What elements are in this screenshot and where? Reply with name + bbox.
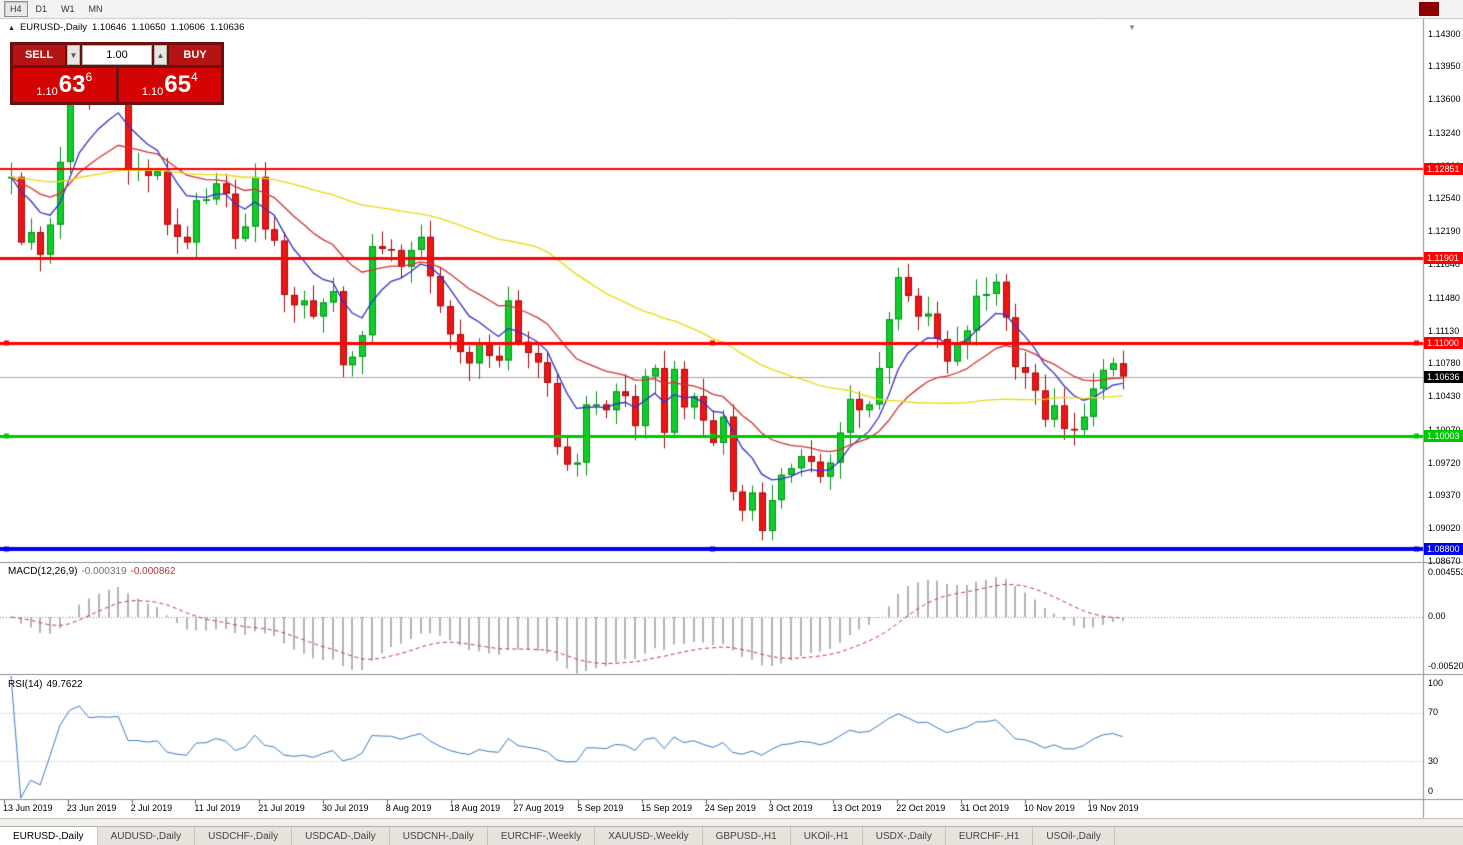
bottom-tab-eurusd-daily[interactable]: EURUSD-,Daily <box>0 827 98 845</box>
date-axis-label: 30 Jul 2019 <box>322 803 369 813</box>
bottom-tab-eurchf-h1[interactable]: EURCHF-,H1 <box>945 827 1034 845</box>
date-axis-label: 8 Aug 2019 <box>385 803 432 813</box>
price-axis-tick: 1.13950 <box>1428 61 1461 72</box>
date-axis-label: 11 Jul 2019 <box>194 803 241 813</box>
sell-button[interactable]: SELL <box>13 45 65 65</box>
chart-tab-bar: EURUSD-,Daily AUDUSD-,Daily USDCHF-,Daily U… <box>0 826 1463 845</box>
timeframe-button-h4[interactable]: H4 <box>4 1 28 17</box>
date-axis-label: 23 Jun 2019 <box>66 803 117 813</box>
date-axis-label: 10 Nov 2019 <box>1023 803 1075 813</box>
date-axis-label: 18 Aug 2019 <box>449 803 501 813</box>
chevron-up-icon: ▲ <box>156 50 165 60</box>
date-axis-label: 22 Oct 2019 <box>896 803 946 813</box>
macd-axis-top-label: 0.0045536 <box>1428 567 1463 577</box>
timeframe-button-mn[interactable]: MN <box>88 4 103 14</box>
price-axis-tick: 1.11480 <box>1428 292 1460 303</box>
price-axis-tick: 1.11130 <box>1428 325 1460 336</box>
bottom-tab-xauusd-weekly[interactable]: XAUUSD-,Weekly <box>595 827 703 845</box>
date-axis-label: 31 Oct 2019 <box>960 803 1010 813</box>
lot-increase-button[interactable]: ▲ <box>154 45 167 65</box>
one-click-trading-panel: SELL ▼ 1.00 ▲ BUY 1.10 63 6 1.10 65 4 <box>10 42 224 105</box>
ohlc-open: 1.10646 <box>91 22 127 33</box>
bottom-tab-ukoil-h1[interactable]: UKOil-,H1 <box>790 827 863 845</box>
date-axis-label: 5 Sep 2019 <box>577 803 624 813</box>
price-axis-tick: 1.12190 <box>1428 226 1461 237</box>
price-level-tag: 1.10003 <box>1424 430 1463 443</box>
chart-symbol-label: EURUSD-,Daily <box>19 22 87 33</box>
date-axis-label: 2 Jul 2019 <box>130 803 173 813</box>
bottom-tab-gbpusd-h1[interactable]: GBPUSD-,H1 <box>702 827 791 845</box>
rsi-axis-tick: 0 <box>1428 786 1434 796</box>
current-bid-price-tag: 1.10636 <box>1424 370 1463 383</box>
macd-value-main: -0.000319 <box>81 566 127 577</box>
date-axis-label: 3 Oct 2019 <box>768 803 813 813</box>
buy-button[interactable]: BUY <box>169 45 221 65</box>
date-axis-label: 27 Aug 2019 <box>513 803 564 813</box>
rsi-indicator-label: RSI(14) 49.7622 <box>8 679 87 690</box>
price-axis-tick: 1.14300 <box>1428 28 1461 39</box>
macd-axis-zero-label: 0.00 <box>1428 611 1446 621</box>
lot-size-input[interactable]: 1.00 <box>82 45 152 65</box>
date-axis-label: 13 Jun 2019 <box>3 803 53 813</box>
price-axis-tick: 1.09020 <box>1428 523 1461 534</box>
bid-price-pips: 63 <box>58 71 86 98</box>
ask-price-prefix: 1.10 <box>141 86 164 98</box>
price-axis-tick: 1.10780 <box>1428 358 1461 369</box>
bottom-tab-usoil-daily[interactable]: USOil-,Daily <box>1033 827 1115 845</box>
macd-indicator-label: MACD(12,26,9) -0.000319 -0.000862 <box>8 566 180 577</box>
macd-name: MACD(12,26,9) <box>8 566 78 577</box>
price-level-tag: 1.08800 <box>1424 542 1463 555</box>
bottom-tab-audusd-daily[interactable]: AUDUSD-,Daily <box>97 827 196 845</box>
bid-price-pipette: 6 <box>85 70 93 84</box>
price-axis-tick: 1.12540 <box>1428 193 1461 204</box>
price-axis-tick: 1.09370 <box>1428 490 1461 501</box>
macd-axis-bottom-label: -0.0052052 <box>1428 661 1463 671</box>
chart-shift-marker-icon: ▼ <box>1128 23 1136 32</box>
timeframe-toolbar: H4 D1 W1 MN <box>0 0 1463 18</box>
bottom-tab-eurchf-weekly[interactable]: EURCHF-,Weekly <box>487 827 596 845</box>
horizontal-scrollbar[interactable] <box>0 818 1463 826</box>
ask-price-display: 1.10 65 4 <box>118 68 221 102</box>
bottom-tab-usdcad-daily[interactable]: USDCAD-,Daily <box>292 827 390 845</box>
ohlc-high: 1.10650 <box>131 22 166 33</box>
macd-value-signal: -0.000862 <box>130 566 176 577</box>
price-axis-tick: 1.09720 <box>1428 457 1461 468</box>
price-level-tag: 1.11000 <box>1424 336 1463 349</box>
ohlc-low: 1.10606 <box>170 22 206 33</box>
price-level-tag: 1.12851 <box>1424 163 1463 176</box>
date-axis-label: 21 Jul 2019 <box>258 803 305 813</box>
date-axis-label: 19 Nov 2019 <box>1087 803 1139 813</box>
chevron-down-icon: ▼ <box>69 50 78 60</box>
bottom-tab-usdchf-daily[interactable]: USDCHF-,Daily <box>195 827 293 845</box>
ask-price-pips: 65 <box>164 71 191 98</box>
rsi-axis-tick: 30 <box>1428 756 1439 766</box>
rsi-axis-tick: 70 <box>1428 707 1439 717</box>
price-axis-tick: 1.13240 <box>1428 127 1461 138</box>
one-click-panel-toggle-icon[interactable]: ▲ <box>8 25 15 32</box>
timeframe-button-w1[interactable]: W1 <box>61 4 75 14</box>
toolbar-red-badge <box>1419 2 1439 16</box>
date-axis-label: 24 Sep 2019 <box>704 803 756 813</box>
price-level-tag: 1.11901 <box>1424 252 1463 265</box>
rsi-name: RSI(14) <box>8 679 43 690</box>
price-axis-tick: 1.13600 <box>1428 94 1461 105</box>
bottom-tab-usdcnh-daily[interactable]: USDCNH-,Daily <box>389 827 488 845</box>
rsi-value: 49.7622 <box>46 679 83 690</box>
bid-price-display: 1.10 63 6 <box>13 68 116 102</box>
rsi-axis-tick: 100 <box>1428 678 1444 688</box>
chart-header: ▲ EURUSD-,Daily 1.10646 1.10650 1.10606 1.106… <box>8 22 249 33</box>
bottom-tab-usdx-daily[interactable]: USDX-,Daily <box>862 827 946 845</box>
date-axis-label: 15 Sep 2019 <box>641 803 693 813</box>
lot-decrease-button[interactable]: ▼ <box>67 45 80 65</box>
date-axis-label: 13 Oct 2019 <box>832 803 882 813</box>
price-axis-tick: 1.08670 <box>1428 556 1461 566</box>
timeframe-button-d1[interactable]: D1 <box>35 4 48 14</box>
bid-price-prefix: 1.10 <box>36 86 58 98</box>
ohlc-close: 1.10636 <box>210 22 245 33</box>
price-axis-tick: 1.10430 <box>1428 391 1461 402</box>
ask-price-pipette: 4 <box>190 70 198 84</box>
